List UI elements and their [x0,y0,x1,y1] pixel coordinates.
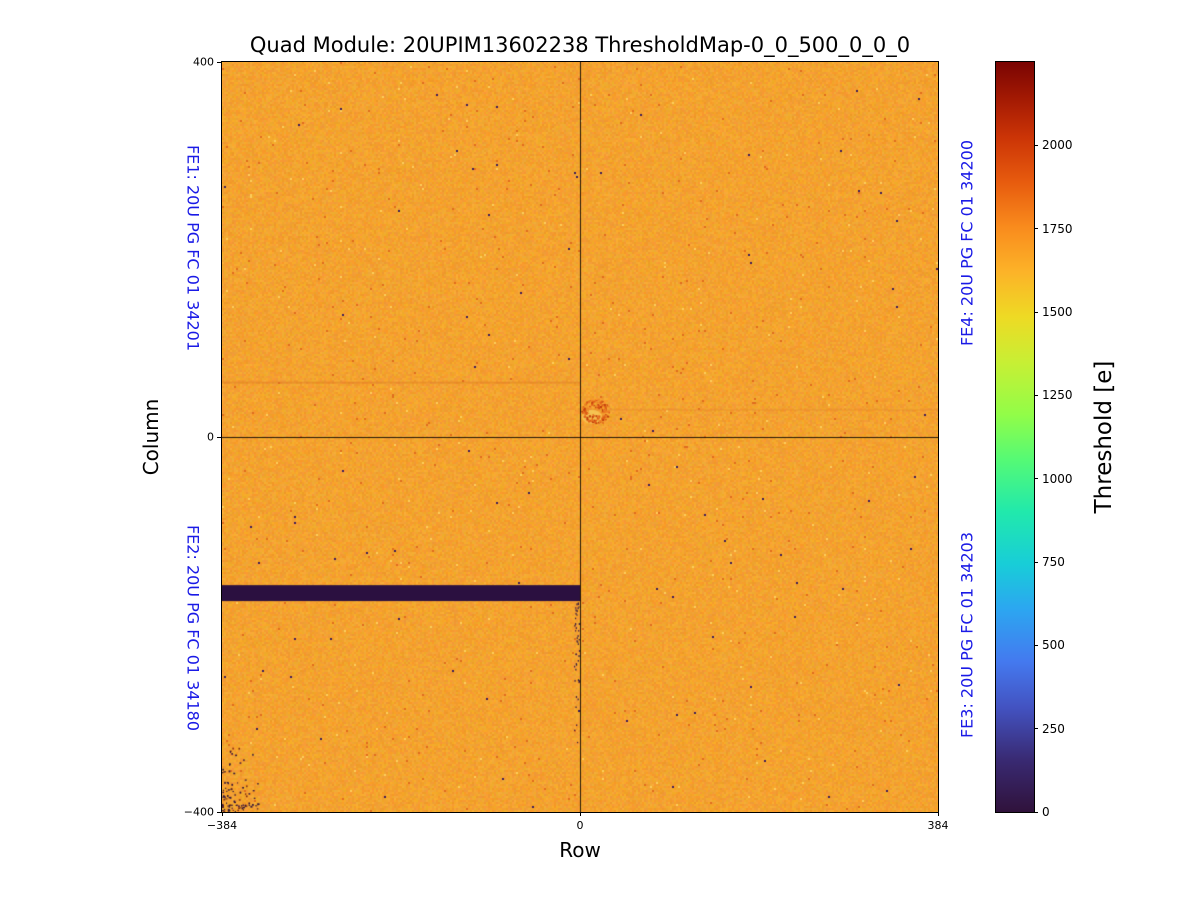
colorbar-ticks: 0 250 500 750 1000 1250 1500 1750 2000 [996,62,1073,819]
cb-tick-label: 750 [1042,555,1065,569]
cb-tick-mark [1034,144,1038,146]
cb-tick-mark [1034,228,1038,230]
cb-tick-label: 0 [1042,805,1050,819]
cb-tick-mark [1034,478,1038,480]
colorbar-gradient: 0 250 500 750 1000 1250 1500 1750 2000 [996,62,1073,819]
cb-tick-mark [1034,561,1038,563]
cb-tick-label: 1500 [1042,305,1073,319]
fe2-chip-label: FE2: 20U PG FC 01 34180 [183,524,203,732]
colorbar-label: Threshold [e] [1091,360,1117,514]
y-tick-label: 400 [193,55,214,69]
fe1-chip-label: FE1: 20U PG FC 01 34201 [183,144,203,352]
cb-tick-mark [1034,311,1038,313]
y-tick-mark [217,61,221,63]
heatmap-canvas [222,62,938,812]
y-tick-mark [217,436,221,438]
fe4-chip-label: FE4: 20U PG FC 01 34200 [957,139,977,347]
y-tick-label: −400 [183,805,214,819]
x-axis-label: Row [559,838,601,862]
plot-area: −384 0 384 400 0 −400 [184,56,949,833]
x-tick-mark [937,812,939,816]
y-tick-label: 0 [207,430,214,444]
x-tick-label: −384 [206,819,238,832]
x-tick-label: 384 [927,819,949,832]
plot-title: Quad Module: 20UPIM13602238 ThresholdMap… [249,33,911,57]
x-tick-mark [221,812,223,816]
cb-tick-mark [1034,728,1038,730]
cb-tick-label: 2000 [1042,138,1073,153]
fe3-chip-label: FE3: 20U PG FC 01 34203 [957,531,977,739]
x-tick-label: 0 [576,819,584,832]
cb-tick-label: 1750 [1042,221,1073,236]
cb-tick-mark [1034,811,1038,813]
cb-tick-label: 1000 [1042,471,1073,486]
cb-tick-mark [1034,644,1038,646]
cb-tick-label: 250 [1042,721,1065,736]
cb-tick-mark [1034,394,1038,396]
y-tick-mark [217,811,221,813]
y-axis-label: Column [139,398,163,476]
cb-tick-label: 1250 [1042,388,1073,403]
x-tick-mark [579,812,581,816]
cb-tick-label: 500 [1042,638,1065,653]
colorbar: 0 250 500 750 1000 1250 1500 1750 2000 [995,61,1073,819]
